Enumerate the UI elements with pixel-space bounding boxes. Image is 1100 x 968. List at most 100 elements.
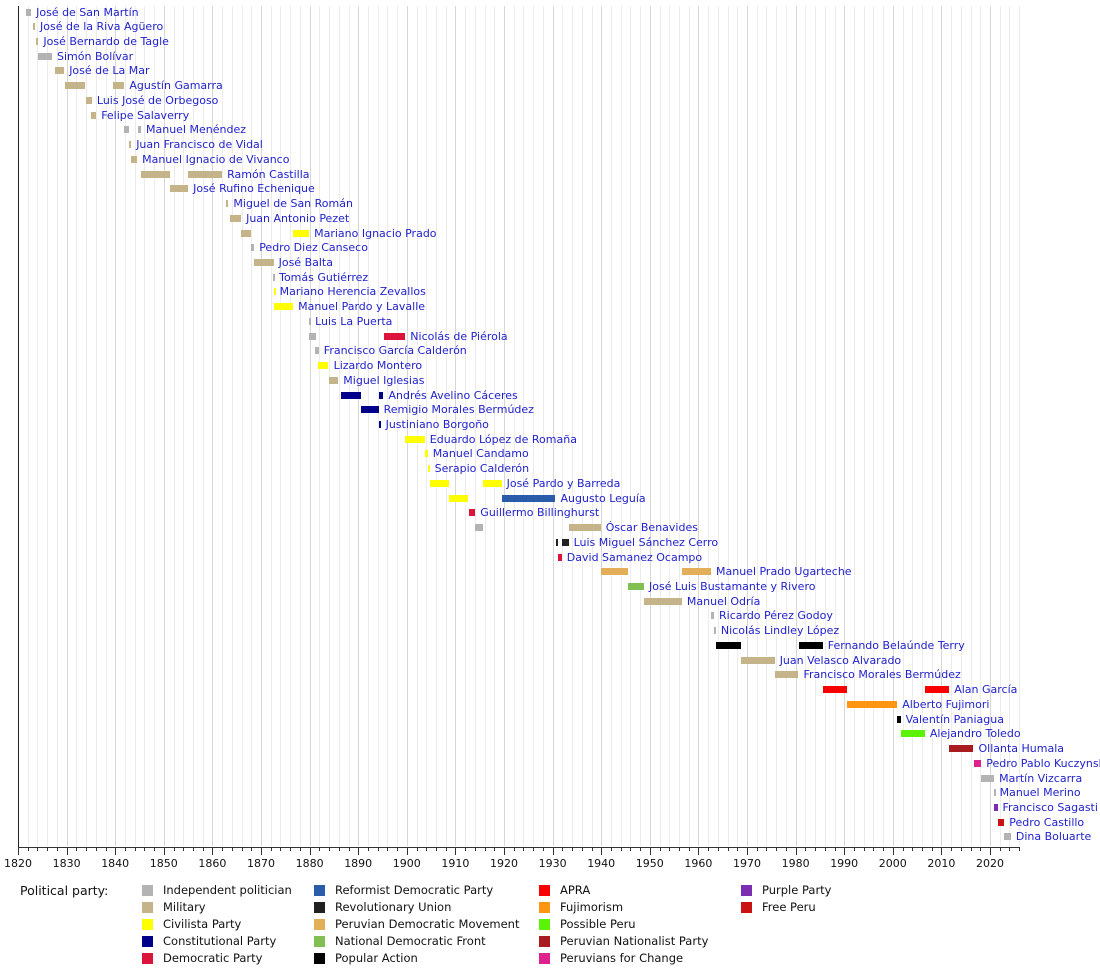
- president-label[interactable]: Lizardo Montero: [333, 359, 423, 372]
- president-label[interactable]: Juan Velasco Alvarado: [779, 653, 902, 667]
- gridline: [202, 6, 204, 846]
- president-label[interactable]: Nicolás Lindley López: [720, 624, 840, 638]
- timeline-bar: [361, 406, 379, 414]
- president-label[interactable]: Mariano Herencia Zevallos: [279, 285, 426, 299]
- president-label[interactable]: Mariano Ignacio Prado: [314, 226, 437, 240]
- president-label[interactable]: Juan Antonio Pezet: [246, 211, 350, 225]
- president-label[interactable]: Guillermo Billinghurst: [480, 506, 600, 520]
- president-label[interactable]: Pedro Castillo: [1009, 815, 1085, 829]
- legend-label-mdp: Peruvian Democratic Movement: [335, 917, 520, 931]
- axis-major-tick: [212, 847, 214, 855]
- gridline: [465, 6, 467, 846]
- president-label[interactable]: Manuel Merino: [999, 786, 1081, 800]
- legend-title: Political party:: [20, 883, 109, 898]
- axis-minor-tick: [270, 847, 272, 851]
- president-label[interactable]: Andrés Avelino Cáceres: [388, 388, 518, 402]
- axis-minor-tick: [241, 847, 243, 851]
- gridline: [805, 6, 807, 846]
- president-label[interactable]: Felipe Salaverry: [101, 108, 190, 122]
- president-label[interactable]: Ramón Castilla: [227, 167, 310, 181]
- president-label[interactable]: Alan García: [954, 683, 1018, 697]
- axis-minor-tick: [581, 847, 583, 851]
- president-label[interactable]: David Samanez Ocampo: [566, 550, 703, 564]
- president-label[interactable]: Francisco Sagasti: [1002, 800, 1098, 814]
- president-label[interactable]: Miguel de San Román: [233, 197, 353, 210]
- axis-major-tick: [747, 847, 748, 855]
- president-label[interactable]: Juan Francisco de Vidal: [136, 138, 263, 152]
- axis-minor-tick: [610, 847, 612, 851]
- gridline: [358, 6, 360, 846]
- axis-minor-tick: [86, 847, 87, 851]
- president-label[interactable]: Ollanta Humala: [978, 742, 1065, 755]
- gridline: [630, 6, 632, 846]
- president-label[interactable]: José Luis Bustamante y Rivero: [649, 580, 816, 593]
- axis-major-tick: [455, 847, 457, 855]
- timeline-bar: [229, 214, 242, 222]
- axis-minor-tick: [1009, 847, 1011, 851]
- president-label[interactable]: Pedro Pablo Kuczynski: [986, 756, 1100, 770]
- president-label[interactable]: José de San Martín: [36, 5, 139, 19]
- president-label[interactable]: Tomás Gutiérrez: [279, 270, 369, 284]
- president-label[interactable]: Augusto Leguía: [560, 491, 646, 505]
- president-label[interactable]: Alberto Fujimori: [902, 697, 990, 711]
- axis-minor-tick: [47, 847, 49, 851]
- president-label[interactable]: José de la Riva Agüero: [40, 20, 164, 34]
- timeline-bar: [188, 170, 223, 178]
- president-label[interactable]: Remigio Morales Bermúdez: [383, 403, 534, 417]
- president-label[interactable]: Simón Bolívar: [57, 49, 134, 63]
- president-label[interactable]: Francisco Morales Bermúdez: [803, 668, 961, 682]
- axis-tick-label: 1830: [52, 856, 81, 870]
- president-label[interactable]: Ricardo Pérez Godoy: [719, 609, 833, 623]
- president-label[interactable]: José de La Mar: [69, 64, 150, 78]
- president-label[interactable]: Luis José de Orbegoso: [96, 93, 219, 107]
- legend-label-purple: Purple Party: [762, 883, 832, 897]
- president-label[interactable]: Manuel Pardo y Lavalle: [298, 300, 426, 314]
- president-label[interactable]: José Pardo y Barreda: [506, 476, 621, 490]
- president-label[interactable]: Manuel Candamo: [432, 447, 529, 461]
- gridline: [280, 6, 282, 846]
- gridline: [892, 6, 894, 846]
- axis-minor-tick: [436, 847, 437, 851]
- axis-tick-label: 1890: [344, 856, 373, 870]
- president-label[interactable]: Francisco García Calderón: [323, 344, 467, 358]
- axis-minor-tick: [980, 847, 982, 851]
- legend-swatch-reformist: [314, 885, 325, 896]
- president-label[interactable]: Serapio Calderón: [434, 462, 530, 476]
- president-label[interactable]: Miguel Iglesias: [343, 373, 425, 387]
- president-label[interactable]: Eduardo López de Romaña: [429, 432, 577, 446]
- axis-minor-tick: [56, 847, 58, 851]
- president-label[interactable]: Nicolás de Piérola: [410, 329, 508, 343]
- legend-label-fujimorism: Fujimorism: [560, 900, 624, 914]
- president-label[interactable]: Óscar Benavides: [605, 521, 698, 535]
- axis-tick-label: 1860: [198, 856, 227, 870]
- president-label[interactable]: José Rufino Echenique: [193, 182, 315, 196]
- president-label[interactable]: Pedro Diez Canseco: [259, 241, 368, 255]
- gridline: [941, 6, 943, 846]
- president-label[interactable]: José Bernardo de Tagle: [43, 35, 169, 48]
- president-label[interactable]: Dina Boluarte: [1015, 830, 1092, 844]
- gridline: [533, 6, 535, 846]
- president-label[interactable]: Martín Vizcarra: [999, 771, 1083, 785]
- axis-major-tick: [601, 847, 603, 855]
- president-label[interactable]: Alejandro Toledo: [929, 727, 1021, 741]
- axis-line: [18, 846, 1021, 848]
- timeline-bar: [600, 568, 629, 576]
- timeline-bar: [997, 818, 1005, 826]
- legend-swatch-civilista: [142, 919, 153, 930]
- chart-left-border: [18, 6, 19, 847]
- president-label[interactable]: Manuel Ignacio de Vivanco: [142, 152, 290, 166]
- president-label[interactable]: Manuel Prado Ugarteche: [716, 565, 852, 579]
- president-label[interactable]: Manuel Odría: [686, 594, 761, 608]
- president-label[interactable]: Luis Miguel Sánchez Cerro: [573, 535, 719, 549]
- president-label[interactable]: Agustín Gamarra: [129, 79, 223, 93]
- gridline: [231, 6, 233, 846]
- gridline: [853, 6, 855, 846]
- president-label[interactable]: Manuel Menéndez: [146, 123, 246, 137]
- president-label[interactable]: José Balta: [278, 255, 333, 269]
- president-label[interactable]: Luis La Puerta: [315, 314, 393, 328]
- timeline-bar: [340, 391, 362, 399]
- timeline-bar: [681, 568, 712, 576]
- president-label[interactable]: Justiniano Borgoño: [385, 417, 489, 431]
- president-label[interactable]: Valentín Paniagua: [905, 712, 1004, 726]
- president-label[interactable]: Fernando Belaúnde Terry: [827, 638, 965, 652]
